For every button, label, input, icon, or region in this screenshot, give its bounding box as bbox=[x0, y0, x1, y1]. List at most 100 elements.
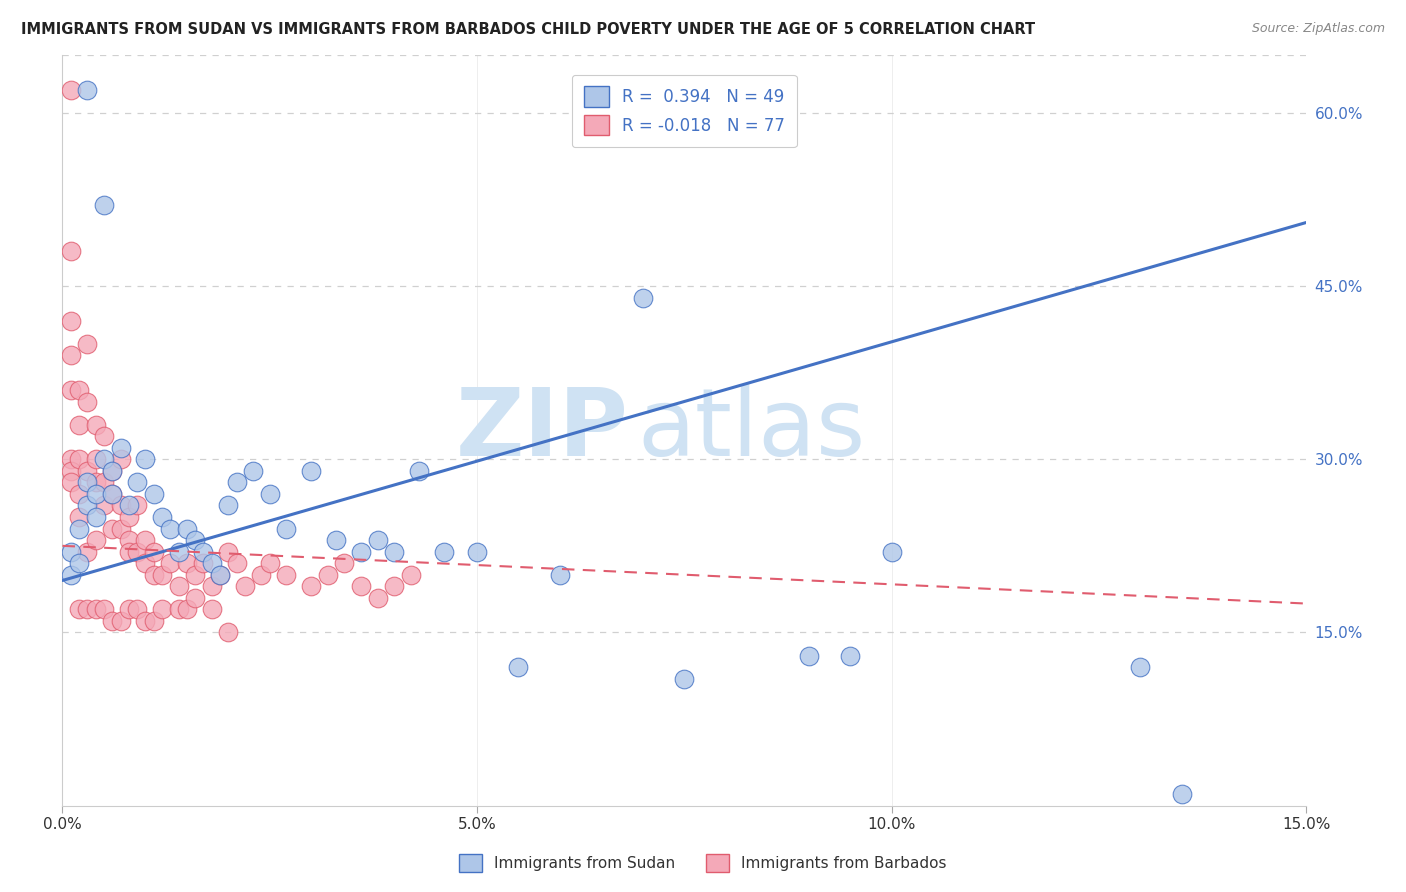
Point bbox=[76, 544, 98, 558]
Point bbox=[76, 83, 98, 97]
Point bbox=[184, 591, 207, 605]
Point bbox=[118, 533, 141, 547]
Point bbox=[110, 441, 132, 455]
Point bbox=[67, 556, 90, 570]
Point bbox=[259, 556, 281, 570]
Point bbox=[118, 499, 141, 513]
Point bbox=[76, 602, 98, 616]
Point bbox=[217, 499, 239, 513]
Point bbox=[325, 533, 347, 547]
Point bbox=[93, 475, 115, 490]
Text: ZIP: ZIP bbox=[456, 384, 628, 476]
Point bbox=[276, 567, 298, 582]
Point bbox=[101, 614, 124, 628]
Point bbox=[59, 475, 82, 490]
Point bbox=[217, 625, 239, 640]
Point bbox=[150, 602, 173, 616]
Point bbox=[76, 394, 98, 409]
Point bbox=[142, 487, 165, 501]
Point bbox=[184, 533, 207, 547]
Point bbox=[193, 544, 215, 558]
Point bbox=[167, 579, 190, 593]
Point bbox=[176, 521, 198, 535]
Point bbox=[110, 521, 132, 535]
Point bbox=[84, 602, 107, 616]
Point bbox=[67, 417, 90, 432]
Point bbox=[299, 579, 322, 593]
Point bbox=[84, 475, 107, 490]
Point bbox=[142, 614, 165, 628]
Point bbox=[276, 521, 298, 535]
Point bbox=[93, 198, 115, 212]
Point bbox=[225, 475, 247, 490]
Point bbox=[118, 510, 141, 524]
Point bbox=[101, 487, 124, 501]
Point bbox=[118, 544, 141, 558]
Point bbox=[67, 452, 90, 467]
Point bbox=[367, 533, 389, 547]
Point bbox=[127, 544, 149, 558]
Point bbox=[67, 602, 90, 616]
Point bbox=[67, 487, 90, 501]
Point bbox=[59, 567, 82, 582]
Point bbox=[880, 544, 903, 558]
Point bbox=[76, 464, 98, 478]
Point bbox=[193, 556, 215, 570]
Point bbox=[631, 291, 654, 305]
Point bbox=[84, 510, 107, 524]
Point bbox=[250, 567, 273, 582]
Point bbox=[433, 544, 456, 558]
Point bbox=[142, 567, 165, 582]
Point bbox=[350, 544, 373, 558]
Point bbox=[134, 533, 156, 547]
Text: atlas: atlas bbox=[637, 384, 865, 476]
Point bbox=[110, 614, 132, 628]
Point bbox=[101, 464, 124, 478]
Point bbox=[142, 544, 165, 558]
Point bbox=[110, 499, 132, 513]
Point bbox=[1129, 660, 1152, 674]
Point bbox=[316, 567, 339, 582]
Point bbox=[101, 521, 124, 535]
Point bbox=[167, 602, 190, 616]
Point bbox=[367, 591, 389, 605]
Point bbox=[184, 567, 207, 582]
Point bbox=[59, 452, 82, 467]
Point bbox=[84, 417, 107, 432]
Point bbox=[59, 464, 82, 478]
Point bbox=[176, 556, 198, 570]
Point bbox=[93, 452, 115, 467]
Point bbox=[1170, 787, 1192, 801]
Point bbox=[93, 602, 115, 616]
Point bbox=[101, 487, 124, 501]
Point bbox=[167, 544, 190, 558]
Point bbox=[259, 487, 281, 501]
Text: Source: ZipAtlas.com: Source: ZipAtlas.com bbox=[1251, 22, 1385, 36]
Point bbox=[465, 544, 488, 558]
Point bbox=[59, 244, 82, 259]
Point bbox=[242, 464, 264, 478]
Point bbox=[201, 602, 224, 616]
Point bbox=[150, 510, 173, 524]
Point bbox=[756, 128, 779, 143]
Point bbox=[217, 544, 239, 558]
Point bbox=[59, 83, 82, 97]
Point bbox=[508, 660, 530, 674]
Point bbox=[59, 544, 82, 558]
Point bbox=[134, 452, 156, 467]
Point bbox=[176, 602, 198, 616]
Point bbox=[673, 672, 696, 686]
Point bbox=[127, 499, 149, 513]
Point bbox=[201, 579, 224, 593]
Point bbox=[201, 556, 224, 570]
Point bbox=[118, 602, 141, 616]
Point bbox=[797, 648, 820, 663]
Point bbox=[93, 429, 115, 443]
Point bbox=[67, 383, 90, 397]
Point bbox=[208, 567, 231, 582]
Point bbox=[548, 567, 571, 582]
Point bbox=[84, 533, 107, 547]
Legend: R =  0.394   N = 49, R = -0.018   N = 77: R = 0.394 N = 49, R = -0.018 N = 77 bbox=[572, 75, 797, 147]
Point bbox=[127, 475, 149, 490]
Point bbox=[134, 556, 156, 570]
